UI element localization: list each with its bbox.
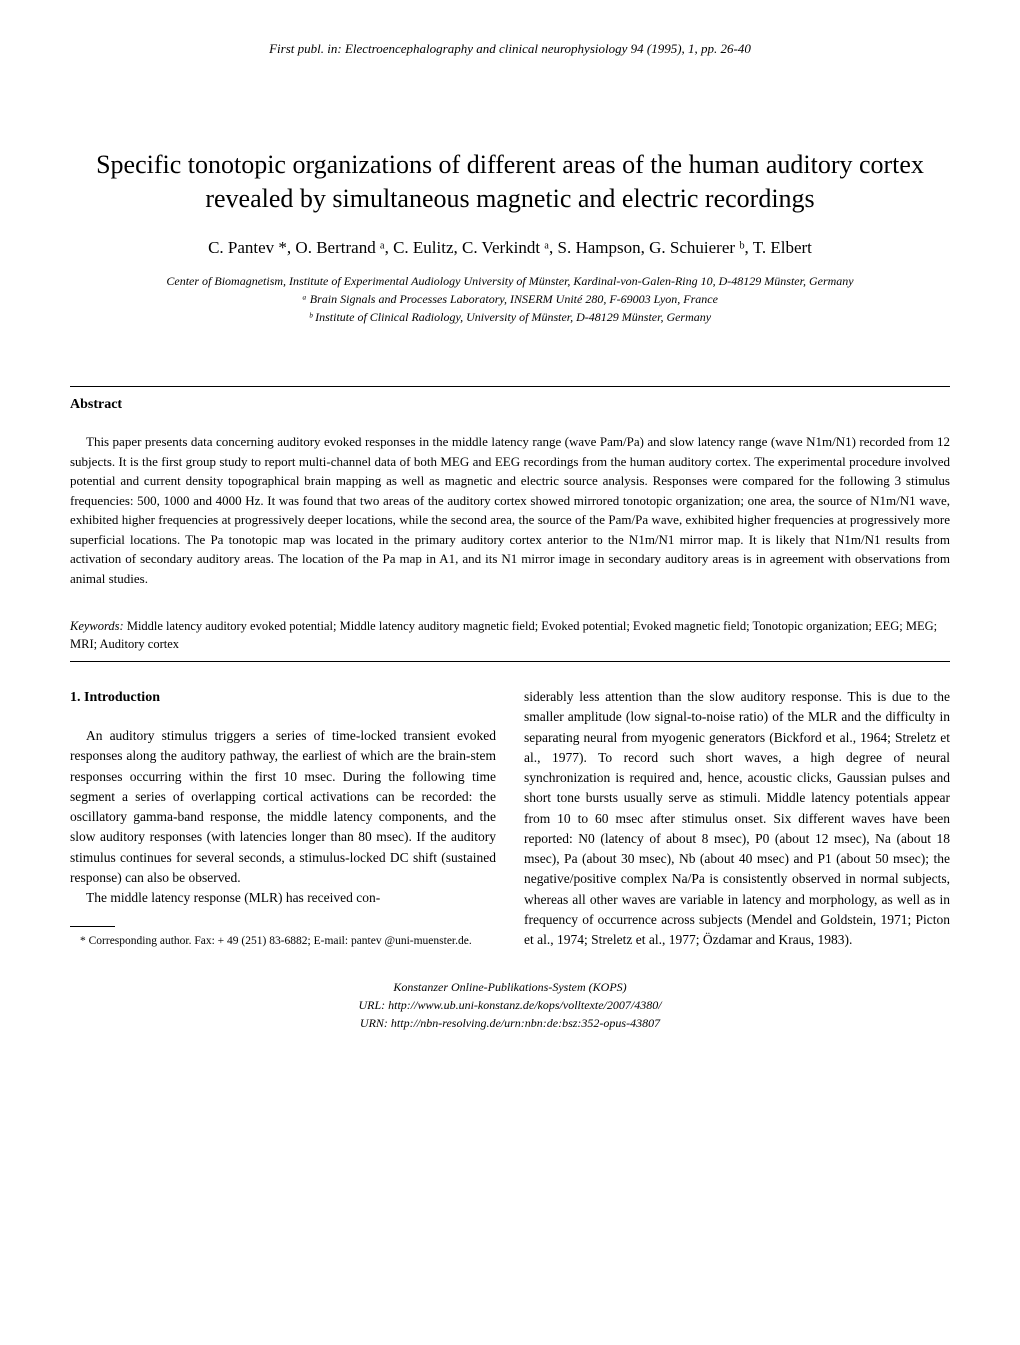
affiliation-main: Center of Biomagnetism, Institute of Exp…: [70, 272, 950, 290]
keywords-line: Keywords: Middle latency auditory evoked…: [70, 618, 950, 653]
divider-top: [70, 386, 950, 387]
footer-links: Konstanzer Online-Publikations-System (K…: [70, 978, 950, 1032]
keywords-text: Middle latency auditory evoked potential…: [70, 619, 937, 651]
footer-kops: Konstanzer Online-Publikations-System (K…: [70, 978, 950, 996]
affiliation-b: ᵇ Institute of Clinical Radiology, Unive…: [70, 308, 950, 326]
citation-header: First publ. in: Electroencephalography a…: [70, 40, 950, 58]
intro-paragraph-2-continued: siderably less attention than the slow a…: [524, 687, 950, 950]
column-right: siderably less attention than the slow a…: [524, 687, 950, 950]
footer-urn: URN: http://nbn-resolving.de/urn:nbn:de:…: [70, 1014, 950, 1032]
authors-line: C. Pantev *, O. Bertrand ᵃ, C. Eulitz, C…: [70, 236, 950, 260]
affiliation-a: ᵃ Brain Signals and Processes Laboratory…: [70, 290, 950, 308]
divider-bottom: [70, 661, 950, 662]
abstract-heading: Abstract: [70, 395, 950, 415]
footer-url: URL: http://www.ub.uni-konstanz.de/kops/…: [70, 996, 950, 1014]
intro-paragraph-1: An auditory stimulus triggers a series o…: [70, 726, 496, 888]
two-column-body: 1. Introduction An auditory stimulus tri…: [70, 687, 950, 950]
column-left: 1. Introduction An auditory stimulus tri…: [70, 687, 496, 950]
corresponding-author-footnote: * Corresponding author. Fax: + 49 (251) …: [70, 933, 496, 949]
keywords-label: Keywords:: [70, 619, 124, 633]
footnote-separator: [70, 926, 115, 927]
intro-paragraph-2: The middle latency response (MLR) has re…: [70, 888, 496, 908]
affiliations-block: Center of Biomagnetism, Institute of Exp…: [70, 272, 950, 326]
paper-title: Specific tonotopic organizations of diff…: [70, 148, 950, 216]
abstract-text: This paper presents data concerning audi…: [70, 432, 950, 588]
introduction-heading: 1. Introduction: [70, 687, 496, 708]
